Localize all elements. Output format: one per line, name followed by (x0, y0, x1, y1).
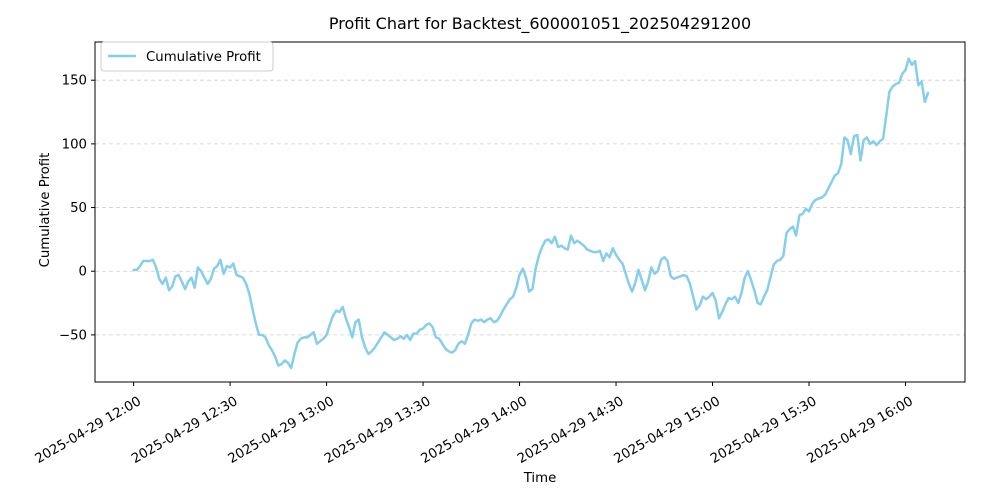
x-axis-label: Time (523, 471, 557, 486)
chart-title: Profit Chart for Backtest_600001051_2025… (329, 14, 751, 34)
x-tick-label: 2025-04-29 12:00 (33, 394, 144, 467)
grid-lines (95, 79, 965, 336)
y-tick-label: −50 (59, 328, 87, 343)
y-axis-ticks: −50 0 50 100 150 (59, 74, 95, 343)
cumulative-profit-line (132, 57, 930, 370)
legend: Cumulative Profit (100, 41, 274, 72)
y-tick-label: 150 (62, 74, 87, 89)
x-tick-label: 2025-04-29 15:30 (708, 394, 819, 467)
legend-box (100, 41, 274, 72)
x-tick-label: 2025-04-29 14:30 (515, 394, 626, 467)
x-tick-label: 2025-04-29 13:30 (322, 394, 433, 467)
y-tick-label: 50 (70, 201, 87, 216)
x-tick-label: 2025-04-29 14:00 (419, 394, 530, 467)
legend-label: Cumulative Profit (146, 50, 261, 65)
x-tick-label: 2025-04-29 15:00 (612, 394, 723, 467)
y-axis-label: Cumulative Profit (38, 153, 53, 268)
y-tick-label: 0 (79, 265, 87, 280)
x-tick-label: 2025-04-29 13:00 (226, 394, 337, 467)
x-tick-label: 2025-04-29 12:30 (129, 394, 240, 467)
series-layer (132, 57, 930, 370)
axes-frame (94, 41, 966, 383)
y-tick-label: 100 (62, 137, 87, 152)
x-tick-label: 2025-04-29 16:00 (805, 394, 916, 467)
